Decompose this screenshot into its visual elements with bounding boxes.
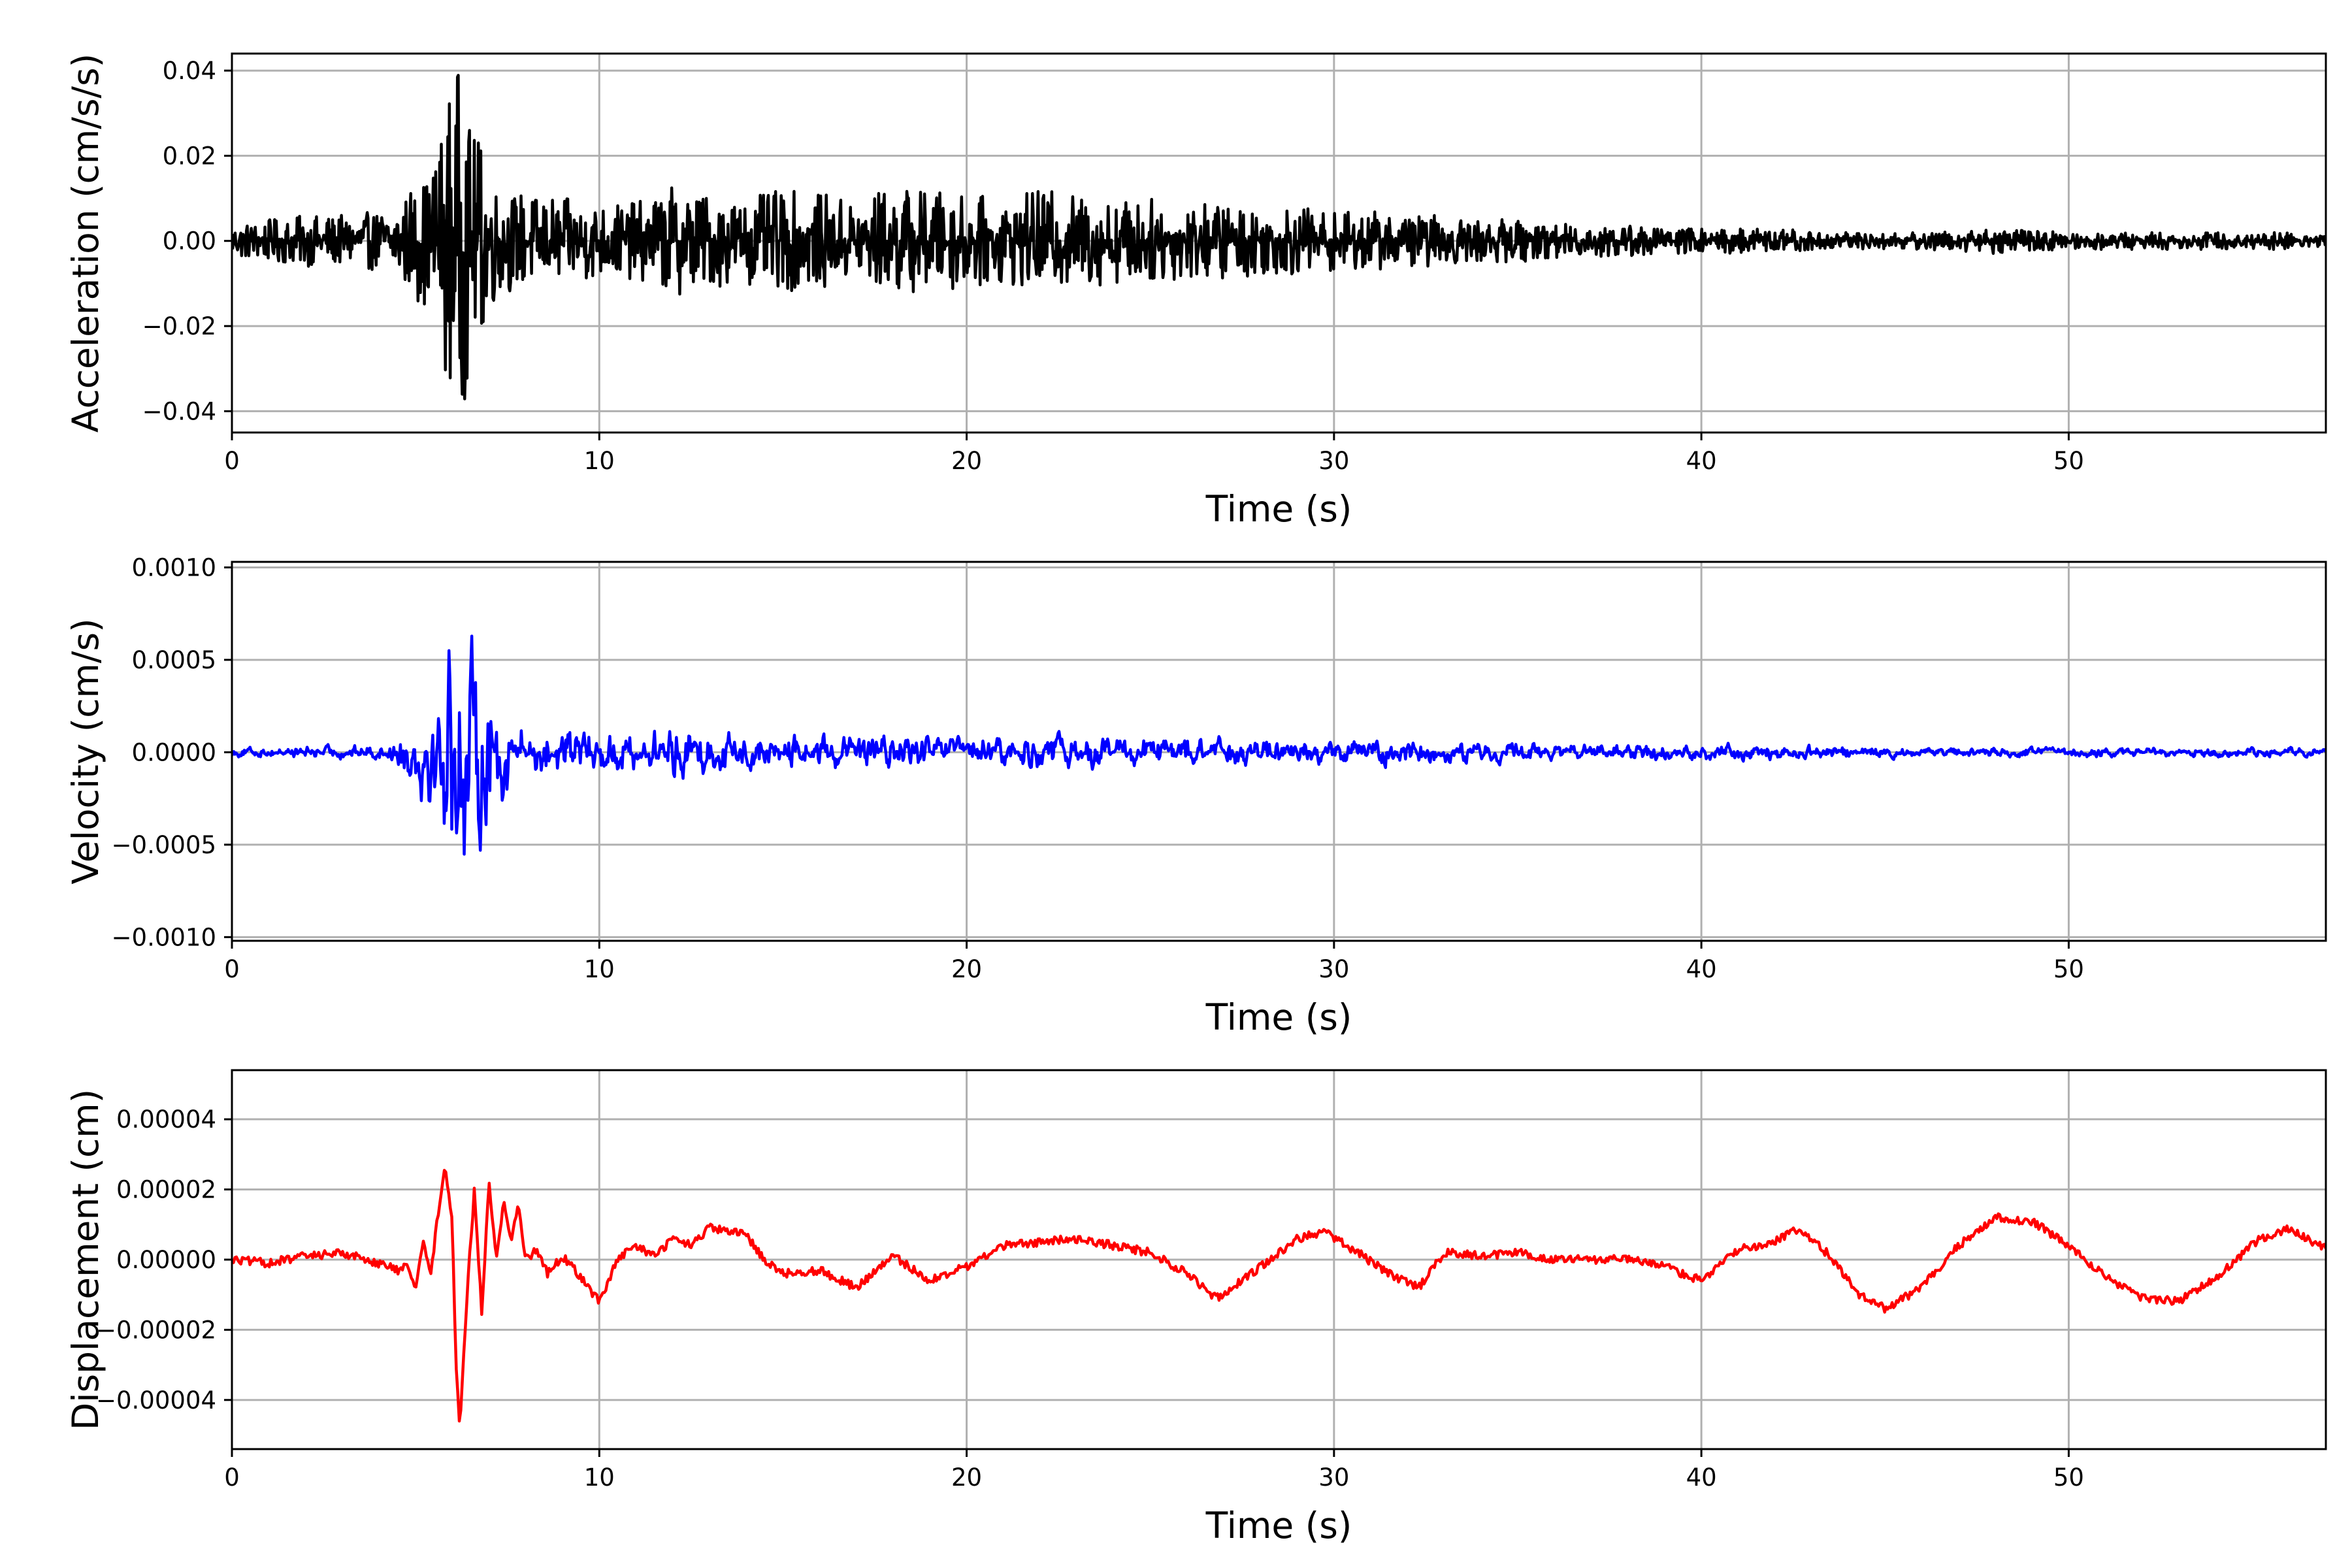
acceleration-panel: 0 10 20 30 40 50 −0.04 −0.02 0.00 0.02 0.04 Time (s… bbox=[65, 52, 2327, 530]
y-tick-label: 0.02 bbox=[163, 142, 216, 170]
y-tick-label: −0.04 bbox=[142, 397, 216, 425]
y-tick-label: −0.00004 bbox=[96, 1386, 216, 1414]
x-tick-label: 30 bbox=[1318, 447, 1349, 475]
x-tick-label: 20 bbox=[951, 447, 982, 475]
x-tick-label: 40 bbox=[1686, 955, 1717, 983]
x-tick-label: 50 bbox=[2053, 1463, 2084, 1492]
acceleration-axes-frame bbox=[231, 52, 2327, 434]
y-tick-label: −0.0010 bbox=[112, 923, 216, 951]
displacement-x-axis-label: Time (s) bbox=[1205, 1505, 1352, 1546]
x-tick-label: 20 bbox=[951, 1463, 982, 1492]
acceleration-trace bbox=[232, 74, 2326, 400]
x-tick-label: 50 bbox=[2053, 955, 2084, 983]
y-tick-label: −0.0005 bbox=[112, 831, 216, 859]
x-tick-label: 0 bbox=[224, 1463, 240, 1492]
y-tick-label: −0.00002 bbox=[96, 1316, 216, 1344]
y-tick-label: 0.00002 bbox=[116, 1176, 216, 1204]
displacement-y-axis-label: Displacement (cm) bbox=[65, 1089, 106, 1430]
x-tick-label: 0 bbox=[224, 447, 240, 475]
x-tick-label: 10 bbox=[584, 1463, 615, 1492]
velocity-panel: 0 10 20 30 40 50 −0.0010 −0.0005 0.0000 0.0005 0.0… bbox=[65, 553, 2327, 1038]
x-tick-label: 0 bbox=[224, 955, 240, 983]
y-tick-label: 0.00000 bbox=[116, 1246, 216, 1274]
displacement-trace bbox=[232, 1169, 2326, 1423]
displacement-panel: 0 10 20 30 40 50 −0.00004 −0.00002 0.00000 0.0000… bbox=[65, 1069, 2327, 1546]
y-tick-label: 0.00004 bbox=[116, 1105, 216, 1134]
x-tick-label: 10 bbox=[584, 955, 615, 983]
y-tick-label: 0.0010 bbox=[132, 553, 216, 581]
x-tick-label: 40 bbox=[1686, 1463, 1717, 1492]
y-tick-label: 0.0000 bbox=[132, 738, 216, 766]
acceleration-x-axis-label: Time (s) bbox=[1205, 488, 1352, 530]
subplots: 0 10 20 30 40 50 −0.04 −0.02 0.00 0.02 0.04 Time (s… bbox=[65, 52, 2327, 1546]
velocity-y-axis-label: Velocity (cm/s) bbox=[65, 618, 106, 884]
x-tick-label: 10 bbox=[584, 447, 615, 475]
velocity-trace bbox=[232, 634, 2326, 856]
acceleration-y-axis-label: Acceleration (cm/s/s) bbox=[65, 54, 106, 433]
x-tick-label: 50 bbox=[2053, 447, 2084, 475]
x-tick-label: 30 bbox=[1318, 955, 1349, 983]
x-tick-label: 30 bbox=[1318, 1463, 1349, 1492]
y-tick-label: −0.02 bbox=[142, 312, 216, 340]
x-tick-label: 40 bbox=[1686, 447, 1717, 475]
x-tick-label: 20 bbox=[951, 955, 982, 983]
y-tick-label: 0.00 bbox=[163, 227, 216, 255]
y-tick-label: 0.0005 bbox=[132, 646, 216, 674]
y-tick-label: 0.04 bbox=[163, 57, 216, 85]
velocity-x-axis-label: Time (s) bbox=[1205, 996, 1352, 1038]
